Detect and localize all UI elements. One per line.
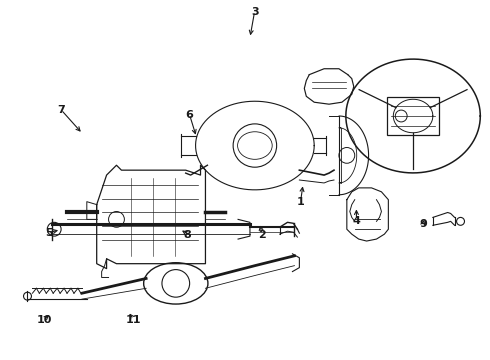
Text: 1: 1 [297,197,305,207]
Bar [388,97,439,135]
Text: 4: 4 [352,216,360,226]
Text: 6: 6 [185,110,193,120]
Text: 10: 10 [36,315,51,325]
Text: 9: 9 [419,219,427,229]
Text: 8: 8 [183,230,191,239]
Text: 7: 7 [57,105,65,116]
Text: 2: 2 [258,230,266,240]
Text: 3: 3 [251,7,259,17]
Text: 5: 5 [45,229,52,238]
Text: 11: 11 [126,315,141,325]
